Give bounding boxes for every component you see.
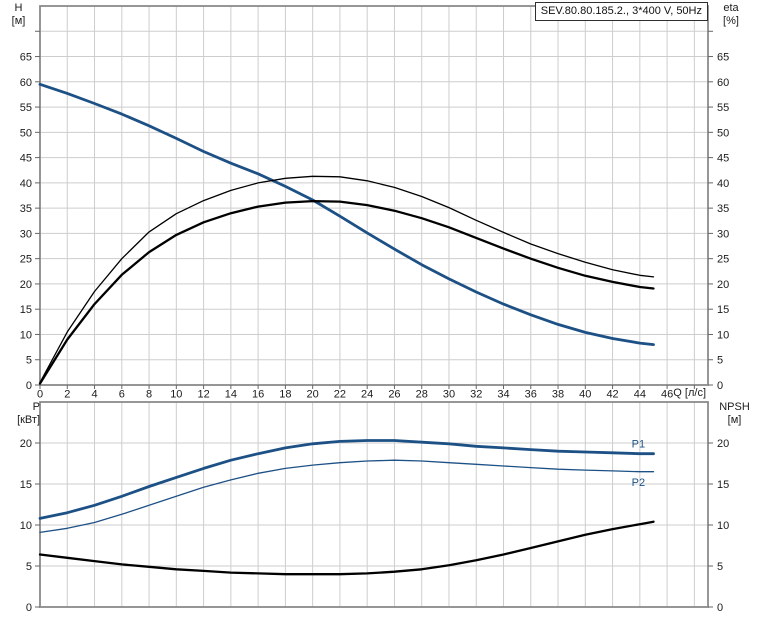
y-tick-label-right: 35 (717, 203, 729, 215)
axis-unit-NPSH: [м] (727, 414, 742, 426)
right-axis-title-eta: eta [%] (711, 2, 751, 28)
y-tick-label-right: 30 (717, 228, 729, 240)
axis-unit-H: [м] (11, 15, 26, 27)
x-tick-label: 26 (388, 389, 400, 401)
y-tick-label-right: 65 (717, 52, 729, 64)
x-tick-label: 42 (606, 389, 618, 401)
y-tick-label-right: 5 (717, 355, 723, 367)
x-tick-label: 4 (91, 389, 97, 401)
y-tick-label-left: 5 (26, 355, 32, 367)
y-tick-label-left: 65 (20, 52, 32, 64)
plot-frame (39, 5, 709, 386)
y-tick-label-left: 10 (20, 520, 32, 532)
y-tick-label-left: 30 (20, 228, 32, 240)
y-tick-label-right: 20 (717, 438, 729, 450)
left-axis-title-H: H [м] (0, 2, 37, 28)
curve-eta-total (38, 199, 655, 385)
y-tick-label-left: 20 (20, 279, 32, 291)
x-tick-label: 2 (64, 389, 70, 401)
axis-name-NPSH: NPSH (719, 401, 750, 413)
x-tick-label: 38 (552, 389, 564, 401)
x-tick-label: 20 (307, 389, 319, 401)
y-tick-label-right: 20 (717, 279, 729, 291)
y-tick-label-right: 5 (717, 561, 723, 573)
x-tick-label: 8 (146, 389, 152, 401)
x-tick-label: 24 (361, 389, 373, 401)
x-tick-label: 32 (470, 389, 482, 401)
y-tick-label-left: 60 (20, 77, 32, 89)
curve-H (38, 82, 655, 346)
y-tick-label-right: 10 (717, 329, 729, 341)
y-tick-label-right: 25 (717, 254, 729, 266)
annotation-P1: P1 (632, 439, 645, 451)
x-tick-label: 34 (497, 389, 509, 401)
axis-unit-eta: [%] (723, 15, 739, 27)
x-tick-label: 30 (443, 389, 455, 401)
axis-name-P: P (32, 401, 40, 413)
curve-NPSH (38, 520, 655, 576)
y-tick-label-right: 40 (717, 178, 729, 190)
y-tick-label-left: 15 (20, 479, 32, 491)
y-tick-label-left: 0 (26, 380, 32, 392)
x-tick-label: 18 (279, 389, 291, 401)
x-tick-label: 6 (119, 389, 125, 401)
y-tick-label-left: 40 (20, 178, 32, 190)
y-tick-label-left: 5 (26, 561, 32, 573)
x-tick-label: 22 (334, 389, 346, 401)
curve-P2 (39, 459, 655, 534)
x-tick-label: 16 (252, 389, 264, 401)
y-tick-label-right: 60 (717, 77, 729, 89)
y-tick-label-left: 35 (20, 203, 32, 215)
y-tick-label-right: 10 (717, 520, 729, 532)
left-axis-title-P: P [кВт] (0, 401, 40, 427)
y-tick-label-right: 15 (717, 304, 729, 316)
bottom-chart: 0 0 5 5 10 10 15 15 20 20 P1 P2 (20, 401, 729, 614)
y-tick-label-right: 55 (717, 102, 729, 114)
x-tick-label: 46 (661, 389, 673, 401)
y-tick-label-left: 45 (20, 153, 32, 165)
curve-P1 (38, 439, 655, 520)
x-tick-label: 40 (579, 389, 591, 401)
x-tick-label: 12 (197, 389, 209, 401)
axis-name-H: H (14, 2, 23, 14)
x-tick-label: 10 (170, 389, 182, 401)
axis-unit-P: [кВт] (17, 414, 40, 426)
y-tick-label-right: 45 (717, 153, 729, 165)
pump-model-title: SEV.80.80.185.2., 3*400 V, 50Hz (534, 2, 708, 21)
x-tick-label: 0 (37, 389, 43, 401)
y-tick-label-right: 15 (717, 479, 729, 491)
y-tick-label-right: 50 (717, 127, 729, 139)
x-axis-title: Q [л/с] (673, 387, 706, 399)
y-tick-label-left: 25 (20, 254, 32, 266)
x-tick-label: 28 (416, 389, 428, 401)
y-tick-label-left: 50 (20, 127, 32, 139)
y-tick-label-left: 10 (20, 329, 32, 341)
annotation-P2: P2 (632, 477, 645, 489)
axis-name-eta: eta (723, 2, 739, 14)
x-tick-label: 36 (525, 389, 537, 401)
y-tick-label-right: 0 (717, 380, 723, 392)
y-tick-label-left: 20 (20, 438, 32, 450)
x-tick-label: 44 (634, 389, 646, 401)
y-tick-label-right: 0 (717, 602, 723, 614)
y-tick-label-left: 15 (20, 304, 32, 316)
y-tick-label-left: 0 (26, 602, 32, 614)
curve-eta-pump (39, 175, 655, 384)
plot-frame (39, 401, 709, 608)
x-tick-label: 14 (225, 389, 237, 401)
right-axis-title-NPSH: NPSH [м] (712, 401, 757, 427)
y-tick-label-left: 55 (20, 102, 32, 114)
